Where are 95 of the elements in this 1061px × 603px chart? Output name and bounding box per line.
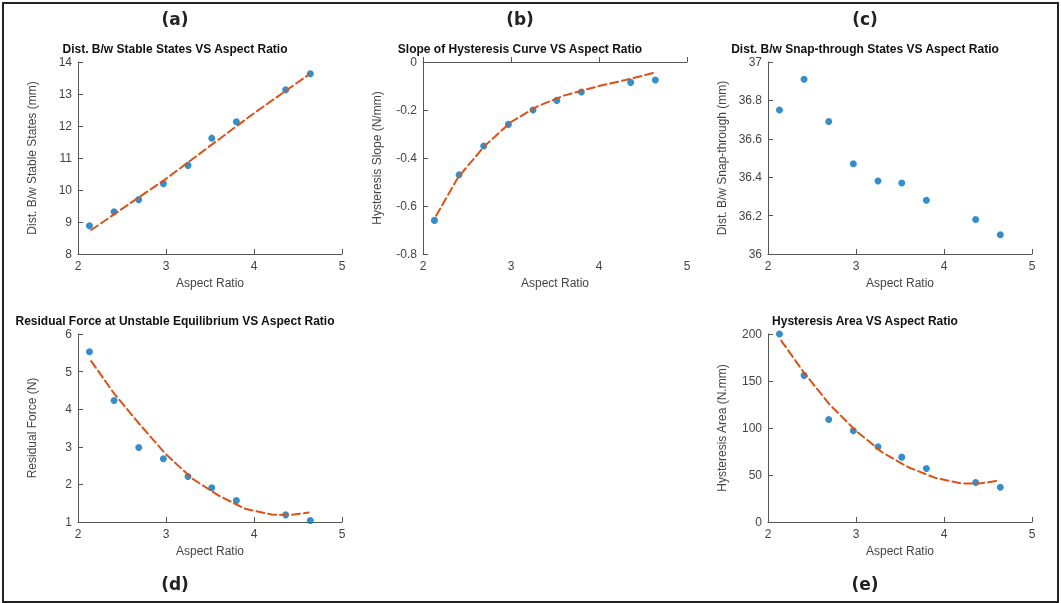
y-tick-label: 36.4	[738, 170, 763, 185]
y-tick-label: -0.2	[396, 103, 418, 117]
point	[898, 453, 906, 461]
x-tick-label: 4	[940, 259, 948, 273]
x-tick-label: 2	[419, 259, 427, 273]
point	[775, 106, 783, 114]
chart-title: Hysteresis Area VS Aspect Ratio	[772, 314, 958, 328]
y-tick-label: 11	[59, 151, 73, 165]
y-tick-label: -0.6	[396, 199, 418, 213]
text: (d)	[161, 573, 189, 594]
text: (c)	[852, 8, 878, 29]
y-axis-title: Dist. B/w Snap-through (mm)	[714, 80, 729, 236]
point	[922, 464, 930, 472]
y-tick-label: 4	[65, 402, 73, 417]
y-axis-title: Hysteresis Area (N.mm)	[715, 364, 729, 492]
line-series	[90, 360, 310, 517]
x-axis-title: Aspect Ratio	[865, 275, 935, 290]
point	[110, 397, 118, 405]
line-series	[780, 339, 1000, 485]
point	[825, 416, 833, 424]
y-axis-title: Residual Force (N)	[25, 377, 39, 479]
text: (e)	[851, 573, 879, 594]
y-tick-label: 6	[65, 327, 73, 341]
point	[85, 348, 93, 356]
chart-title: Dist. B/w Snap-through States VS Aspect Ratio	[731, 42, 999, 56]
point	[922, 196, 930, 204]
x-tick-label: 2	[764, 259, 772, 273]
y-tick-label: 3	[65, 439, 73, 454]
x-axis-title: Aspect Ratio	[865, 543, 935, 558]
x-tick-label: 5	[1028, 527, 1036, 541]
y-tick-label: 150	[741, 374, 763, 388]
point	[849, 160, 857, 168]
point	[159, 455, 167, 463]
point	[135, 444, 143, 452]
point	[775, 330, 783, 338]
x-tick-label: 4	[250, 259, 258, 273]
chart-title: Residual Force at Unstable Equilibrium VS Aspect Ratio	[15, 314, 335, 328]
y-axis-title: Hysteresis Slope (N/mm)	[370, 91, 384, 225]
x-tick-label: 4	[595, 259, 603, 273]
y-tick-label: 0	[755, 515, 763, 529]
chart-title: Slope of Hysteresis Curve VS Aspect Ratio	[397, 42, 643, 56]
point	[972, 215, 980, 223]
y-tick-label: -0.8	[396, 247, 418, 261]
x-tick-label: 5	[1028, 259, 1036, 273]
point	[232, 118, 240, 126]
y-tick-label: 12	[58, 119, 73, 133]
x-tick-label: 2	[74, 259, 82, 273]
x-tick-label: 4	[250, 527, 258, 541]
x-tick-label: 5	[683, 259, 691, 273]
y-tick-label: 13	[58, 87, 73, 101]
x-axis-title: Aspect Ratio	[520, 275, 590, 290]
x-tick-label: 3	[852, 259, 860, 273]
y-tick-label: 5	[65, 364, 73, 379]
y-tick-label: 8	[65, 247, 73, 261]
y-tick-label: 1	[65, 515, 73, 529]
point	[996, 231, 1004, 239]
point	[651, 76, 659, 84]
y-tick-label: 36.6	[738, 131, 763, 146]
y-tick-label: -0.4	[396, 151, 418, 165]
y-tick-label: 200	[741, 327, 763, 341]
y-tick-label: 0	[410, 55, 418, 69]
point	[996, 483, 1004, 491]
y-tick-label: 10	[58, 183, 73, 197]
point	[825, 118, 833, 126]
x-tick-label: 5	[338, 259, 346, 273]
y-tick-label: 2	[65, 477, 73, 492]
text: (a)	[161, 8, 189, 29]
x-tick-label: 3	[162, 259, 170, 273]
point	[306, 517, 314, 524]
y-tick-label: 36.8	[738, 93, 763, 108]
x-tick-label: 3	[162, 527, 170, 541]
y-tick-label: 36	[748, 247, 763, 261]
point	[430, 216, 438, 224]
x-tick-label: 2	[764, 527, 772, 541]
x-tick-label: 4	[940, 527, 948, 541]
y-tick-label: 37	[748, 55, 763, 69]
point	[627, 78, 635, 86]
point	[800, 75, 808, 83]
x-tick-label: 5	[338, 527, 346, 541]
y-tick-label: 9	[65, 215, 73, 229]
x-tick-label: 3	[852, 527, 860, 541]
point	[898, 179, 906, 187]
y-tick-label: 14	[58, 55, 73, 69]
x-tick-label: 3	[507, 259, 515, 273]
y-tick-label: 50	[748, 468, 763, 482]
text: (b)	[506, 8, 534, 29]
x-axis-title: Aspect Ratio	[175, 543, 245, 558]
x-tick-label: 2	[74, 527, 82, 541]
y-tick-label: 36.2	[738, 208, 763, 223]
point	[208, 134, 216, 142]
x-axis-title: Aspect Ratio	[175, 275, 245, 290]
point	[85, 222, 93, 230]
y-axis-title: Dist. B/w Stable States (mm)	[25, 81, 39, 235]
chart-title: Dist. B/w Stable States VS Aspect Ratio	[62, 42, 288, 56]
y-tick-label: 100	[741, 421, 763, 435]
